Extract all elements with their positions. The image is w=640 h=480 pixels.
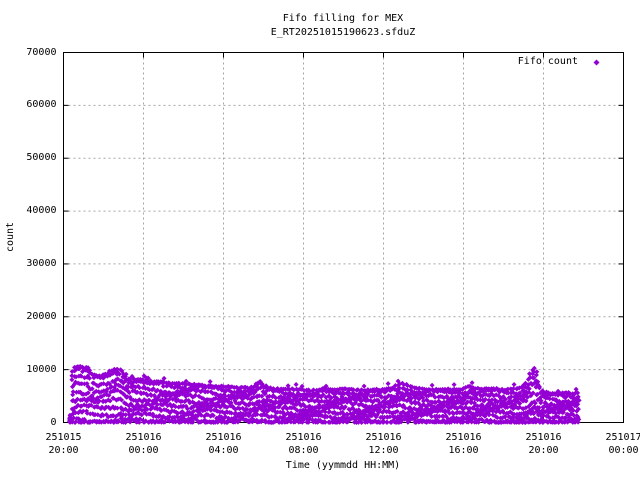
y-tick-label: 20000	[26, 310, 57, 322]
x-tick-label-date: 251016	[285, 432, 322, 443]
x-tick-label-time: 08:00	[288, 445, 319, 456]
chart-title: Fifo filling for MEX	[282, 13, 404, 24]
x-tick-label-date: 251016	[445, 432, 482, 443]
x-tick-label-time: 04:00	[208, 445, 239, 456]
y-tick-label: 30000	[26, 257, 57, 269]
x-tick-label-date: 251016	[125, 432, 162, 443]
x-tick-label-time: 12:00	[368, 445, 399, 456]
axes-and-ticks	[63, 52, 624, 423]
x-tick-label-time: 00:00	[128, 445, 159, 456]
y-tick-label: 40000	[26, 205, 57, 217]
y-tick-label: 0	[50, 416, 57, 428]
y-tick-label: 10000	[26, 363, 57, 375]
legend-label: Fifo count	[517, 56, 578, 67]
y-axis-title: count	[5, 221, 16, 253]
x-tick-label-date: 251017	[605, 432, 640, 443]
x-tick-label-time: 20:00	[528, 445, 559, 456]
x-tick-label-date: 251015	[45, 432, 82, 443]
grid-lines	[63, 52, 624, 423]
fifo-count-scatter-points	[66, 363, 582, 425]
x-tick-label-time: 16:00	[448, 445, 479, 456]
y-tick-label: 50000	[26, 152, 57, 164]
chart-subtitle: E_RT20251015190623.sfduZ	[270, 27, 416, 38]
x-tick-label-time: 20:00	[48, 445, 79, 456]
x-tick-label-date: 251016	[365, 432, 402, 443]
y-tick-label: 60000	[26, 99, 57, 111]
x-axis-title: Time (yymmdd HH:MM)	[285, 460, 401, 471]
x-tick-label-time: 00:00	[608, 445, 639, 456]
y-tick-label: 70000	[26, 46, 57, 58]
x-tick-label-date: 251016	[205, 432, 242, 443]
legend-diamond-icon	[593, 59, 600, 66]
x-tick-label-date: 251016	[525, 432, 562, 443]
